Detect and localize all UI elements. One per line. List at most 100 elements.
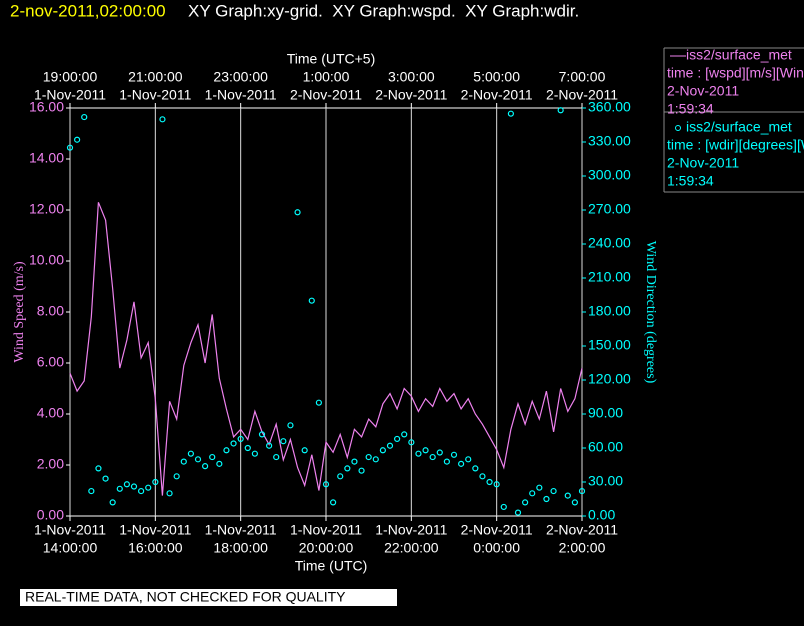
y2-axis-title: Wind Direction (degrees) (643, 241, 658, 384)
direction-point (273, 453, 280, 461)
y-tick-label: 0.00 (37, 507, 64, 523)
direction-point (429, 453, 436, 461)
y2-tick-label: 150.00 (588, 337, 631, 353)
y-tick-label: 14.00 (29, 150, 64, 166)
x-tick-label: 1-Nov-2011 (290, 522, 362, 538)
direction-point (514, 509, 522, 516)
direction-point (266, 442, 273, 449)
x2-tick-label: 1-Nov-2011 (205, 87, 277, 103)
direction-point (159, 116, 166, 123)
x2-tick-label: 23:00:00 (213, 69, 268, 85)
direction-point (401, 431, 408, 438)
direction-point (564, 492, 571, 499)
y2-tick-label: 60.00 (588, 439, 623, 455)
direction-point (543, 495, 550, 503)
legend-detail: 2-Nov-2011 (667, 155, 739, 171)
legend-detail: time : [wspd][m/s][Wind (667, 65, 804, 81)
legend-swatch (675, 125, 681, 131)
y2-tick-label: 210.00 (588, 269, 631, 285)
direction-point (109, 499, 116, 506)
direction-point (394, 435, 401, 443)
x2-tick-label: 2-Nov-2011 (290, 87, 362, 103)
direction-point (152, 478, 159, 486)
x2-tick-label: 2-Nov-2011 (546, 87, 618, 103)
direction-point (237, 435, 244, 443)
direction-point (550, 487, 557, 495)
direction-point (138, 487, 145, 495)
direction-point (202, 463, 209, 470)
direction-point (173, 473, 180, 480)
direction-point (337, 473, 344, 480)
direction-point (280, 438, 287, 445)
direction-point (578, 487, 586, 495)
direction-point (322, 481, 330, 488)
y-axis-title: Wind Speed (m/s) (12, 261, 27, 363)
y-tick-label: 12.00 (29, 201, 64, 217)
chart-title: XY Graph:xy-grid. XY Graph:wspd. XY Grap… (188, 1, 579, 20)
direction-point (408, 439, 415, 446)
x-tick-label: 22:00:00 (384, 540, 439, 556)
legend-label: iss2/surface_met (686, 119, 792, 135)
x2-axis-title: Time (UTC+5) (287, 51, 376, 67)
direction-point (415, 450, 422, 457)
x2-tick-label: 1:00:00 (303, 69, 350, 85)
direction-point (216, 460, 223, 467)
x-tick-label: 2:00:00 (559, 540, 606, 556)
direction-point (145, 484, 152, 491)
y2-tick-label: 330.00 (588, 133, 631, 149)
legend-detail: 1:59:34 (667, 101, 714, 117)
direction-point (557, 107, 564, 114)
x-tick-label: 20:00:00 (299, 540, 354, 556)
x-tick-label: 1-Nov-2011 (205, 522, 277, 538)
speed-line (69, 202, 583, 496)
direction-point (386, 442, 394, 449)
x-tick-label: 2-Nov-2011 (461, 522, 533, 538)
direction-point (365, 453, 372, 461)
direction-point (180, 458, 187, 465)
direction-point (486, 478, 493, 486)
direction-point (379, 447, 386, 454)
y2-tick-label: 180.00 (588, 303, 631, 319)
legend-detail: 1:59:34 (667, 173, 714, 189)
y2-tick-label: 240.00 (588, 235, 631, 251)
direction-point (500, 503, 507, 511)
x2-tick-label: 1-Nov-2011 (34, 87, 106, 103)
timestamp: 2-nov-2011,02:00:00 (10, 1, 166, 20)
direction-point (258, 431, 266, 438)
direction-point (344, 465, 351, 472)
direction-point (301, 447, 308, 454)
direction-point (130, 483, 138, 490)
note: REAL-TIME DATA, NOT CHECKED FOR QUALITY (25, 589, 346, 605)
direction-point (223, 447, 230, 454)
direction-point (187, 450, 194, 457)
y2-tick-label: 270.00 (588, 201, 631, 217)
direction-point (315, 399, 322, 406)
y-tick-label: 8.00 (37, 303, 64, 319)
x-tick-label: 16:00:00 (128, 540, 183, 556)
x2-tick-label: 21:00:00 (128, 69, 183, 85)
y2-tick-label: 300.00 (588, 167, 631, 183)
direction-point (536, 484, 543, 491)
direction-point (230, 440, 237, 447)
direction-point (330, 499, 337, 506)
x-tick-label: 18:00:00 (213, 540, 268, 556)
y-tick-label: 16.00 (29, 99, 64, 115)
y-tick-label: 10.00 (29, 252, 64, 268)
x2-tick-label: 3:00:00 (388, 69, 435, 85)
legend-label: iss2/surface_met (686, 47, 792, 63)
y2-tick-label: 120.00 (588, 371, 631, 387)
x-tick-label: 1-Nov-2011 (375, 522, 447, 538)
direction-point (116, 485, 123, 492)
y-tick-label: 2.00 (37, 456, 64, 472)
direction-point (443, 458, 450, 465)
x-tick-label: 1-Nov-2011 (34, 522, 106, 538)
direction-point (372, 456, 379, 463)
x2-tick-label: 7:00:00 (559, 69, 606, 85)
x-tick-label: 1-Nov-2011 (119, 522, 191, 538)
direction-point (472, 465, 479, 472)
direction-point (436, 449, 443, 456)
x2-tick-label: 5:00:00 (473, 69, 520, 85)
y2-tick-label: 360.00 (588, 99, 631, 115)
